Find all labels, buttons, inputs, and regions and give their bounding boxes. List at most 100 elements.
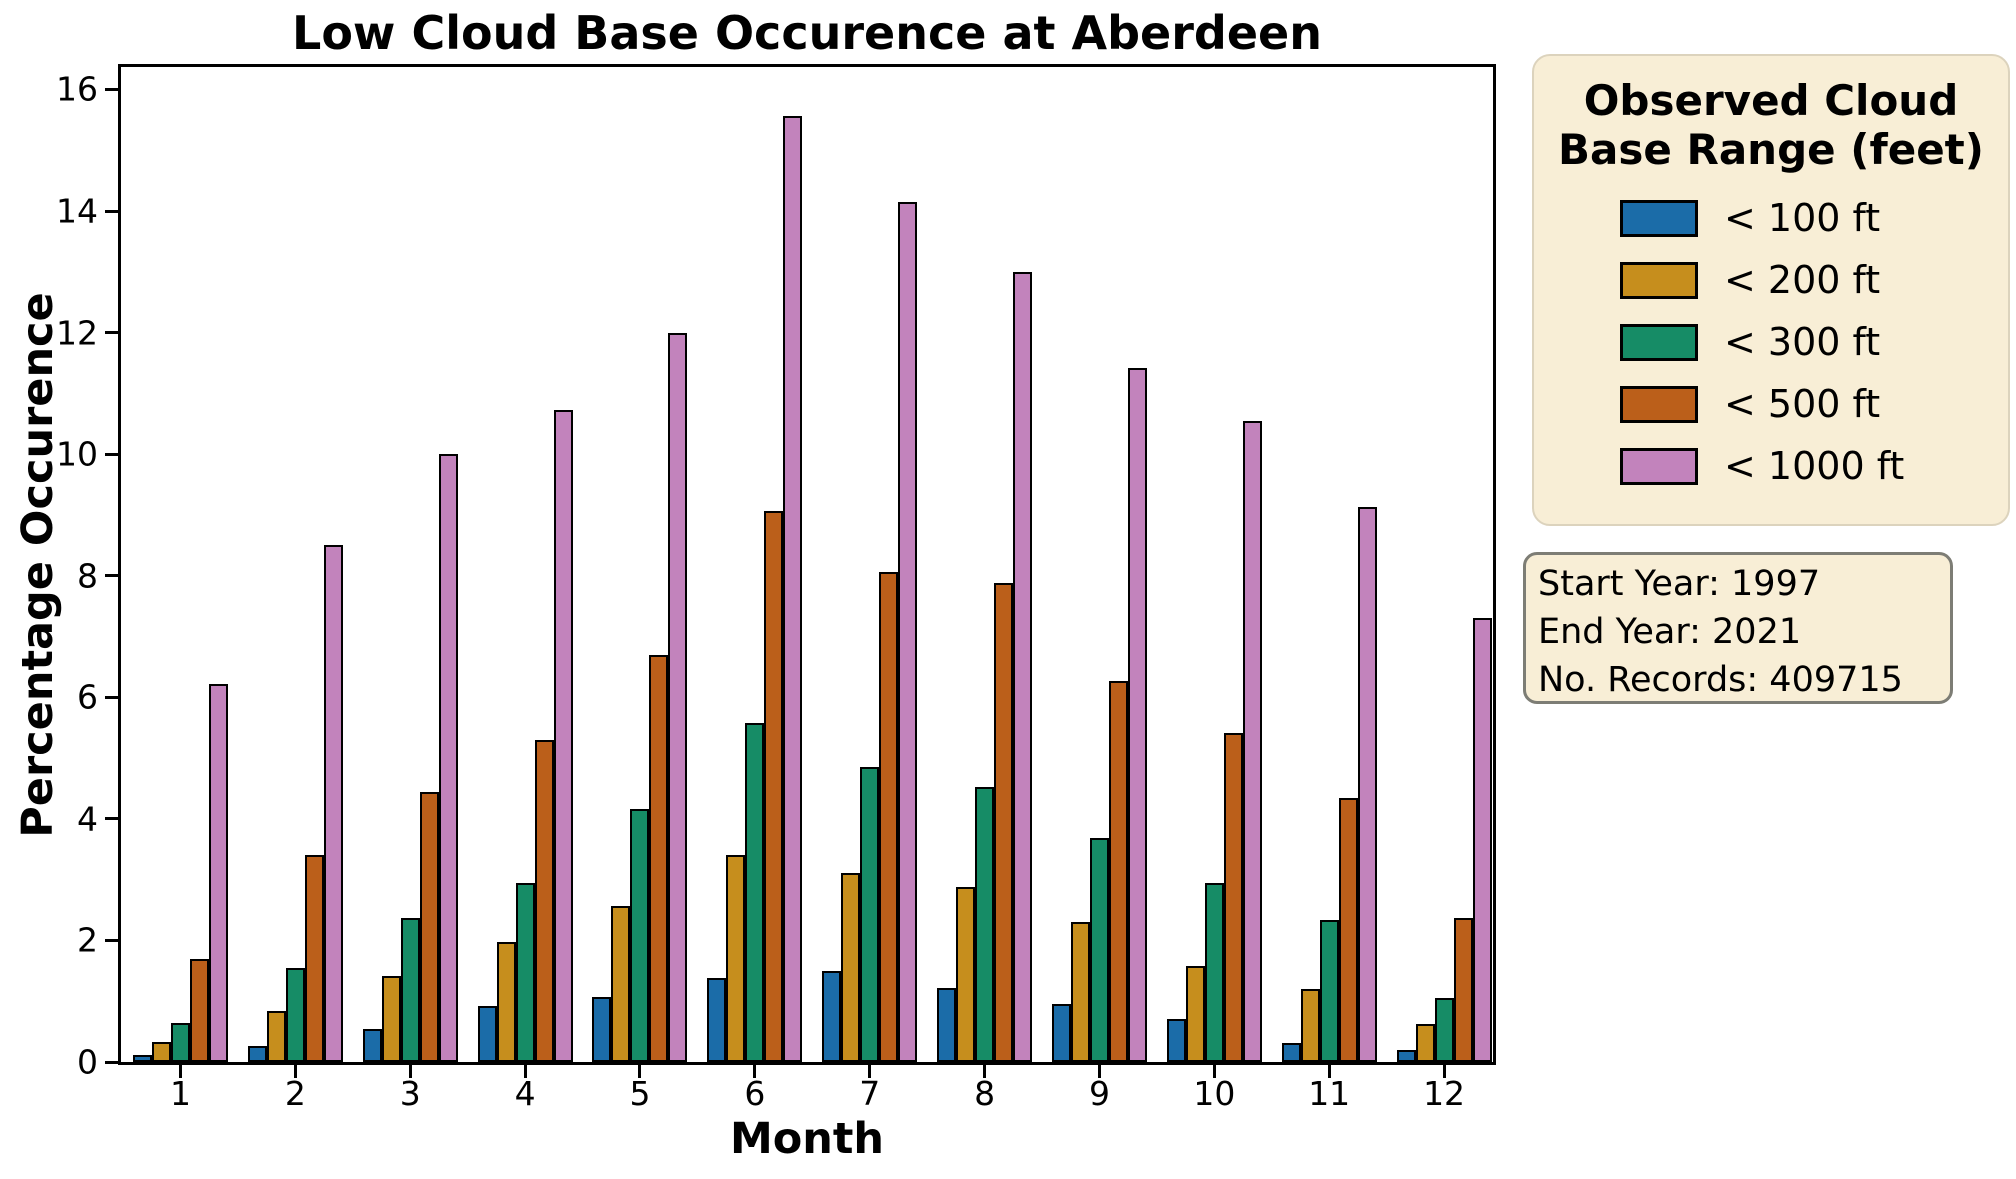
x-tick-mark (1327, 1065, 1331, 1078)
bar-month4-series5 (553, 410, 573, 1062)
x-tick-label: 4 (514, 1074, 536, 1113)
bar-month7-series1 (822, 971, 842, 1062)
bar-month2-series4 (304, 855, 324, 1062)
bar-month3-series1 (362, 1029, 382, 1062)
bar-month10-series2 (1185, 965, 1205, 1062)
bar-month10-series1 (1166, 1019, 1186, 1062)
plot-area: 0 2 4 6 8 10 12 14 16 1 2 3 4 5 6 7 8 9 10 11 12 (56, 64, 1496, 1110)
info-start-year: Start Year: 1997 (1538, 564, 1821, 604)
x-tick-label: 12 (1423, 1074, 1466, 1113)
y-tick-mark (105, 209, 118, 213)
bar-month8-series4 (994, 583, 1014, 1062)
info-num-records: No. Records: 409715 (1538, 660, 1903, 700)
bar-month7-series4 (879, 572, 899, 1062)
bar-month7-series2 (841, 872, 861, 1062)
bar-month1-series5 (209, 683, 228, 1062)
bar-month5-series5 (668, 332, 688, 1062)
plot-spine-left (118, 64, 121, 1065)
x-tick-mark (868, 1065, 872, 1078)
legend-item-label: < 200 ft (1724, 258, 1881, 302)
y-tick-mark (105, 817, 118, 821)
bar-month8-series2 (956, 886, 976, 1062)
y-tick-mark (105, 574, 118, 578)
legend-item: < 1000 ft (1620, 435, 1904, 497)
bar-month2-series1 (247, 1045, 267, 1062)
bar-month12-series4 (1453, 917, 1473, 1062)
bar-month11-series1 (1281, 1043, 1301, 1062)
legend-item-label: < 100 ft (1724, 196, 1881, 240)
bar-month1-series2 (152, 1041, 171, 1062)
bar-month6-series3 (745, 723, 765, 1062)
y-tick-mark (105, 938, 118, 942)
legend-item-label: < 500 ft (1724, 382, 1881, 426)
bar-month11-series5 (1357, 507, 1377, 1062)
legend-item-label: < 300 ft (1724, 320, 1881, 364)
legend-swatch-1 (1620, 199, 1698, 237)
legend-title: Observed Cloud Base Range (feet) (1534, 76, 2008, 174)
bar-month5-series4 (649, 654, 669, 1062)
bar-month5-series3 (630, 808, 650, 1062)
bar-month1-series1 (133, 1055, 152, 1062)
chart-title: Low Cloud Base Occurence at Aberdeen (292, 6, 1322, 60)
bar-month9-series5 (1127, 368, 1147, 1062)
bar-month12-series2 (1415, 1024, 1435, 1062)
x-tick-mark (408, 1065, 412, 1078)
bar-month5-series1 (592, 996, 612, 1062)
bar-month8-series5 (1013, 271, 1033, 1062)
bar-month3-series2 (381, 975, 401, 1062)
bar-month3-series5 (438, 454, 458, 1062)
x-tick-mark (179, 1065, 182, 1078)
x-tick-label: 7 (859, 1074, 881, 1113)
y-tick-mark (105, 695, 118, 699)
bar-month9-series3 (1089, 838, 1109, 1062)
x-tick-mark (638, 1065, 642, 1078)
bar-month8-series1 (937, 987, 957, 1062)
legend-item: < 100 ft (1620, 187, 1904, 249)
x-tick-mark (1212, 1065, 1216, 1078)
bar-month2-series3 (285, 967, 305, 1062)
bar-month4-series2 (496, 941, 516, 1062)
x-tick-mark (983, 1065, 987, 1078)
bar-month6-series4 (764, 510, 784, 1062)
x-tick-mark (293, 1065, 297, 1078)
bar-month4-series3 (515, 883, 535, 1062)
legend-title-line1: Observed Cloud (1583, 76, 1959, 125)
legend-item: < 500 ft (1620, 373, 1904, 435)
x-tick-label: 11 (1308, 1074, 1351, 1113)
x-tick-mark (1442, 1065, 1446, 1078)
bar-month12-series5 (1472, 618, 1492, 1062)
bar-month10-series3 (1204, 883, 1224, 1062)
legend-swatch-5 (1620, 447, 1698, 485)
bar-month2-series5 (323, 544, 343, 1062)
bar-month3-series3 (400, 917, 420, 1062)
legend-swatch-3 (1620, 323, 1698, 361)
bar-month6-series5 (783, 116, 803, 1062)
bar-month1-series3 (171, 1023, 190, 1062)
bar-month4-series1 (477, 1006, 497, 1062)
bar-month2-series2 (266, 1010, 286, 1062)
bar-month9-series2 (1070, 921, 1090, 1062)
y-tick-label: 16 (56, 69, 98, 109)
bar-month12-series1 (1396, 1049, 1416, 1062)
y-tick-mark (105, 331, 118, 335)
bar-month4-series4 (534, 739, 554, 1062)
y-tick-label: 0 (77, 1042, 98, 1082)
y-tick-mark (105, 452, 118, 456)
y-tick-label: 14 (56, 191, 98, 231)
y-tick-label: 12 (56, 313, 98, 353)
legend-title-line2: Base Range (feet) (1558, 125, 1984, 174)
bar-month7-series5 (898, 201, 918, 1062)
bar-month7-series3 (860, 766, 880, 1062)
plot-spine-right (1493, 64, 1496, 1065)
bar-month11-series3 (1319, 919, 1339, 1062)
x-tick-label: 8 (974, 1074, 996, 1113)
x-tick-mark (523, 1065, 527, 1078)
x-tick-label: 9 (1088, 1074, 1110, 1113)
y-tick-mark (105, 87, 118, 91)
x-tick-label: 3 (399, 1074, 421, 1113)
bar-month11-series4 (1338, 797, 1358, 1062)
bar-month3-series4 (419, 792, 439, 1062)
x-tick-label: 1 (170, 1074, 191, 1113)
legend-item: < 300 ft (1620, 311, 1904, 373)
legend-swatch-4 (1620, 385, 1698, 423)
